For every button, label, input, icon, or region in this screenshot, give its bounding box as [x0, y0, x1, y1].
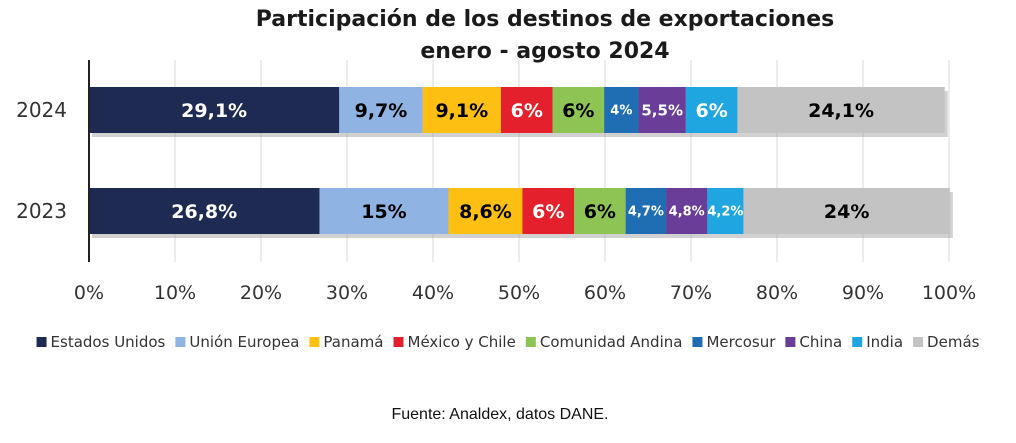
data-label: 9,7%: [355, 100, 408, 122]
x-tick-label: 60%: [584, 282, 626, 304]
data-label: 8,6%: [459, 201, 512, 223]
y-tick-label: 2024: [16, 98, 67, 122]
bar-segment: [500, 87, 553, 133]
bar-segment: [319, 188, 449, 234]
bar-segment: [89, 87, 340, 133]
bar-segment: [574, 188, 626, 234]
x-tick-label: 50%: [498, 282, 540, 304]
x-tick-label: 70%: [670, 282, 712, 304]
legend-swatch: [36, 337, 47, 347]
bar-segment: [339, 87, 423, 133]
legend-swatch: [175, 337, 186, 347]
x-tick-label: 20%: [240, 282, 282, 304]
bar-segment: [666, 188, 708, 234]
data-label: 4,8%: [669, 205, 705, 220]
x-tick-label: 40%: [412, 282, 454, 304]
data-label: 4,2%: [707, 205, 743, 220]
data-label: 9,1%: [435, 100, 488, 122]
data-label: 24%: [824, 201, 869, 223]
bar-segment: [89, 188, 320, 234]
chart-title: Participación de los destinos de exporta…: [256, 7, 834, 32]
chart-subtitle: enero - agosto 2024: [420, 39, 669, 64]
bar-segment: [638, 87, 686, 133]
legend-label: México y Chile: [408, 333, 516, 351]
legend-swatch: [785, 337, 796, 347]
bar-segment: [685, 87, 738, 133]
legend-swatch: [852, 337, 863, 347]
bar-segment: [448, 188, 523, 234]
bar-segment: [552, 87, 605, 133]
data-label: 6%: [696, 100, 728, 122]
data-label: 29,1%: [181, 100, 247, 122]
x-tick-label: 0%: [74, 282, 104, 304]
legend: Estados Unidos Unión Europea Panamá México …: [36, 333, 980, 351]
data-label: 24,1%: [808, 100, 874, 122]
legend-label: Demás: [927, 333, 980, 351]
legend-label: Comunidad Andina: [540, 333, 683, 351]
legend-label: Estados Unidos: [51, 333, 166, 351]
legend-label: Panamá: [323, 333, 383, 351]
legend-label: Unión Europea: [189, 333, 299, 351]
axes: 0% 10% 20% 30% 40% 50% 60% 70% 80% 90% 100% 2024 202…: [16, 60, 976, 304]
x-tick-label: 80%: [756, 282, 798, 304]
bar-segment: [422, 87, 501, 133]
bar-segment: [707, 188, 744, 234]
x-tick-label: 100%: [922, 282, 976, 304]
legend-label: China: [799, 333, 842, 351]
bar-segment: [743, 188, 950, 234]
data-label: 6%: [562, 100, 594, 122]
legend-label: India: [866, 333, 903, 351]
y-tick-label: 2023: [16, 199, 67, 223]
data-label: 4%: [610, 104, 632, 119]
legend-swatch: [393, 337, 404, 347]
data-label: 6%: [532, 201, 564, 223]
x-tick-label: 10%: [154, 282, 196, 304]
data-label: 6%: [584, 201, 616, 223]
source-note: Fuente: Analdex, datos DANE.: [391, 406, 608, 423]
data-label: 5,5%: [641, 101, 683, 119]
data-label: 6%: [511, 100, 543, 122]
x-tick-label: 90%: [842, 282, 884, 304]
bar-segment: [625, 188, 667, 234]
bar-segment: [737, 87, 945, 133]
bar-segment: [604, 87, 639, 133]
x-tick-label: 30%: [326, 282, 368, 304]
bars: 29,1% 9,7% 9,1% 6% 6% 4% 5,5% 6% 24,1% 26,8% 15% 8,…: [89, 87, 953, 238]
data-label: 26,8%: [171, 201, 237, 223]
legend-swatch: [309, 337, 320, 347]
legend-label: Mercosur: [706, 333, 776, 351]
legend-swatch: [913, 337, 924, 347]
data-label: 15%: [361, 201, 406, 223]
bar-segment: [522, 188, 575, 234]
legend-swatch: [692, 337, 703, 347]
data-label: 4,7%: [628, 205, 664, 220]
legend-swatch: [525, 337, 536, 347]
